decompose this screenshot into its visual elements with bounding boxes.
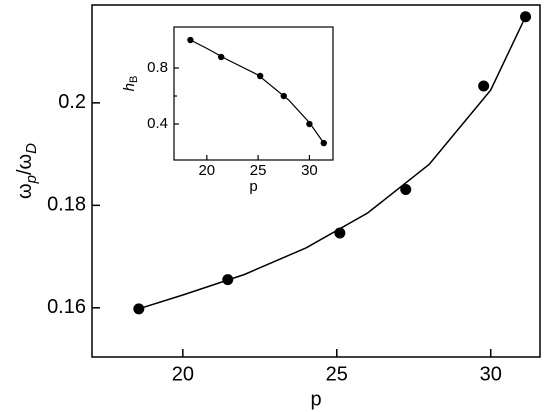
data-point xyxy=(320,139,327,147)
data-point xyxy=(187,36,194,44)
y-axis-label-part: p xyxy=(23,175,40,184)
x-tick-label: 25 xyxy=(250,162,267,179)
x-tick-label: 25 xyxy=(326,363,348,385)
data-point xyxy=(400,183,412,195)
data-point xyxy=(256,72,264,80)
data-point xyxy=(478,80,490,92)
chart: 20 25 30 0.4 0.8 p hB xyxy=(121,26,334,195)
plot-frame xyxy=(173,26,334,161)
data-point xyxy=(280,92,287,100)
y-axis-label-part: ω xyxy=(14,183,36,199)
x-axis-label: p xyxy=(310,388,321,410)
x-tick-label: 20 xyxy=(198,162,215,179)
y-tick-label: 0.18 xyxy=(47,194,86,216)
data-point xyxy=(306,120,313,128)
data-point xyxy=(520,11,532,23)
y-tick-label: 0.4 xyxy=(147,115,168,132)
x-tick-label: 30 xyxy=(480,363,502,385)
x-tick-label: 30 xyxy=(301,162,318,179)
y-axis-label-part: D xyxy=(23,143,40,154)
y-axis-label-part: B xyxy=(128,76,140,83)
data-point xyxy=(334,227,346,239)
y-axis-label-part: h xyxy=(121,83,138,91)
data-point xyxy=(222,274,234,286)
data-point xyxy=(217,53,225,61)
y-tick-label: 0.8 xyxy=(147,59,168,76)
data-point xyxy=(133,303,145,315)
y-tick-label: 0.2 xyxy=(58,91,86,113)
y-tick-label: 0.16 xyxy=(47,296,86,318)
x-axis-label: p xyxy=(249,178,257,195)
y-axis-label: hB xyxy=(121,76,140,92)
y-axis-label: ωp/ωD xyxy=(14,143,40,199)
x-tick-label: 20 xyxy=(172,363,194,385)
y-axis-label-part: /ω xyxy=(14,154,36,175)
